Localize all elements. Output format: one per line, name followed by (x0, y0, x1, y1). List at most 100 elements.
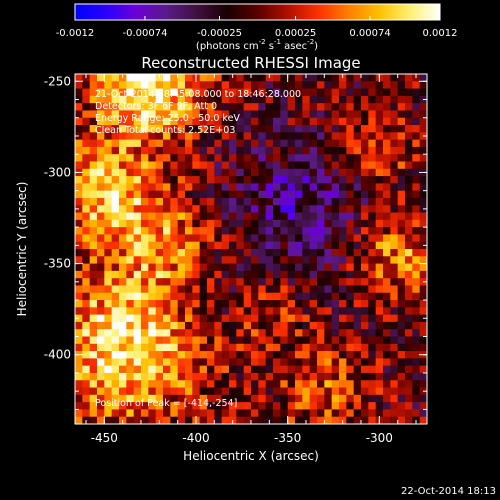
heatmap-cell (331, 176, 340, 184)
heatmap-cell (397, 387, 406, 396)
heatmap-cell (295, 278, 303, 286)
heatmap-cell (141, 394, 149, 403)
heatmap-cell (236, 241, 245, 250)
heatmap-cell (82, 81, 91, 89)
heatmap-cell (412, 307, 421, 316)
heatmap-cell (177, 292, 186, 301)
heatmap-cell (199, 300, 208, 308)
heatmap-cell (177, 380, 186, 388)
heatmap-cell (192, 256, 201, 264)
heatmap-cell (390, 372, 399, 381)
heatmap-cell (346, 365, 355, 374)
heatmap-cell (214, 249, 223, 257)
heatmap-cell (199, 125, 208, 133)
heatmap-cell (361, 219, 369, 228)
heatmap-cell (221, 416, 230, 424)
heatmap-cell (163, 387, 171, 396)
heatmap-cell (119, 219, 127, 228)
heatmap-cell (148, 314, 157, 323)
heatmap-cell (405, 205, 413, 213)
heatmap-cell (243, 256, 252, 264)
heatmap-cell (185, 176, 193, 184)
heatmap-cell (309, 402, 318, 410)
heatmap-cell (397, 176, 406, 184)
heatmap-cell (141, 278, 149, 286)
heatmap-cell (221, 300, 230, 308)
heatmap-cell (207, 234, 215, 243)
heatmap-cell (287, 81, 296, 89)
heatmap-cell (97, 146, 105, 155)
heatmap-cell (75, 190, 83, 199)
heatmap-cell (133, 219, 142, 228)
heatmap-cell (192, 270, 201, 279)
heatmap-cell (141, 358, 149, 367)
heatmap-cell (287, 161, 296, 170)
heatmap-cell (126, 358, 135, 367)
heatmap-cell (97, 402, 105, 410)
heatmap-cell (221, 241, 230, 250)
heatmap-cell (214, 358, 223, 367)
heatmap-cell (375, 329, 384, 337)
heatmap-cell (287, 88, 296, 97)
heatmap-cell (126, 409, 135, 418)
heatmap-cell (375, 132, 384, 141)
heatmap-cell (353, 387, 362, 396)
heatmap-cell (324, 256, 333, 264)
heatmap-cell (375, 88, 384, 97)
heatmap-cell (243, 110, 252, 119)
heatmap-cell (185, 241, 193, 250)
heatmap-cell (419, 227, 427, 235)
heatmap-cell (397, 314, 406, 323)
heatmap-cell (280, 416, 289, 424)
heatmap-cell (258, 285, 267, 294)
heatmap-cell (199, 227, 208, 235)
heatmap-cell (317, 321, 325, 330)
heatmap-cell (214, 125, 223, 133)
heatmap-cell (405, 394, 413, 403)
heatmap-cell (155, 103, 164, 111)
heatmap-cell (383, 103, 391, 111)
heatmap-cell (251, 300, 259, 308)
heatmap-cell (361, 285, 369, 294)
heatmap-cell (397, 270, 406, 279)
heatmap-cell (309, 197, 318, 206)
heatmap-cell (273, 285, 281, 294)
heatmap-cell (111, 190, 120, 199)
chart-title: Reconstructed RHESSI Image (141, 54, 360, 72)
heatmap-cell (390, 212, 399, 221)
heatmap-cell (368, 351, 377, 359)
peak-position-label: Position of Peak = [-414,-254] (95, 398, 237, 409)
heatmap-cell (317, 234, 325, 243)
heatmap-cell (412, 343, 421, 352)
heatmap-cell (280, 241, 289, 250)
heatmap-cell (155, 278, 164, 286)
heatmap-cell (163, 139, 171, 148)
heatmap-cell (82, 358, 91, 367)
heatmap-cell (163, 161, 171, 170)
heatmap-cell (324, 183, 333, 192)
heatmap-cell (309, 81, 318, 89)
heatmap-cell (287, 365, 296, 374)
heatmap-cell (177, 285, 186, 294)
heatmap-cell (353, 292, 362, 301)
heatmap-cell (346, 234, 355, 243)
heatmap-cell (412, 241, 421, 250)
heatmap-cell (126, 270, 135, 279)
heatmap-cell (317, 154, 325, 162)
heatmap-cell (236, 212, 245, 221)
heatmap-cell (243, 154, 252, 162)
heatmap-cell (419, 416, 427, 424)
heatmap-cell (192, 358, 201, 367)
heatmap-cell (383, 125, 391, 133)
heatmap-cell (339, 125, 347, 133)
heatmap-cell (89, 139, 98, 148)
heatmap-cell (258, 176, 267, 184)
heatmap-cell (221, 409, 230, 418)
heatmap-cell (111, 270, 120, 279)
heatmap-cell (361, 95, 369, 104)
heatmap-cell (104, 241, 113, 250)
heatmap-cell (280, 154, 289, 162)
heatmap-cell (273, 132, 281, 141)
heatmap-cell (82, 292, 91, 301)
heatmap-cell (97, 88, 105, 97)
